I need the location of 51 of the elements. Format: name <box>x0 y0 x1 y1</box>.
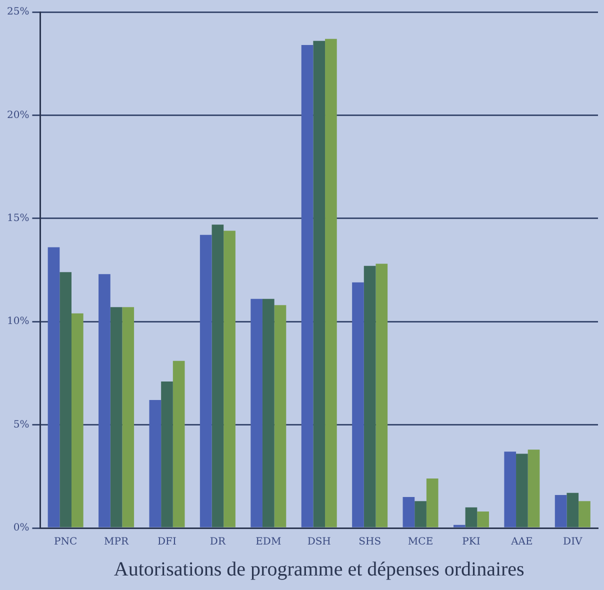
x-tick-label: PNC <box>54 536 78 548</box>
x-tick-label: MCE <box>408 536 434 548</box>
bar <box>224 230 236 528</box>
bar <box>98 274 110 528</box>
bar <box>477 511 489 528</box>
bar <box>453 524 466 528</box>
bar <box>262 298 274 528</box>
bar <box>516 454 528 528</box>
bar <box>528 450 540 528</box>
x-tick-label: DIV <box>563 536 584 548</box>
bar <box>149 400 162 528</box>
bar <box>352 282 364 528</box>
bar <box>48 247 60 528</box>
bar <box>465 507 478 528</box>
y-tick-label: 5% <box>13 419 30 430</box>
bar <box>325 38 337 528</box>
bar <box>200 234 212 528</box>
bar <box>364 266 376 528</box>
bar <box>376 264 388 528</box>
y-tick-label: 15% <box>6 212 30 224</box>
bar <box>426 478 438 528</box>
x-tick-label: DSH <box>307 536 332 548</box>
bar <box>578 501 590 528</box>
bar <box>402 497 415 528</box>
bar <box>60 272 72 528</box>
y-tick-label: 20% <box>6 110 30 121</box>
bar <box>504 452 516 528</box>
x-tick-label: MPR <box>104 536 130 548</box>
y-tick-label: 0% <box>13 522 30 534</box>
x-tick-label: PKI <box>462 536 480 548</box>
bar <box>172 360 185 528</box>
bar <box>566 492 579 528</box>
bar <box>212 224 224 528</box>
bar <box>301 45 314 528</box>
bar <box>161 381 173 528</box>
bar <box>554 494 567 528</box>
x-tick-label: AAE <box>510 536 533 548</box>
bar <box>313 40 326 528</box>
x-tick-label: EDM <box>256 536 282 548</box>
bar <box>110 307 122 528</box>
bar <box>274 305 286 528</box>
x-tick-label: DR <box>210 536 226 548</box>
bar <box>414 501 426 528</box>
bar <box>250 298 262 528</box>
x-axis-title: Autorisations de programme et dépenses ordinaires <box>114 558 525 580</box>
bar <box>71 313 84 528</box>
x-tick-label: DFI <box>158 536 176 548</box>
y-tick-label: 10% <box>6 316 30 328</box>
bar <box>122 307 134 528</box>
y-tick-label: 25% <box>6 6 30 18</box>
x-tick-label: SHS <box>358 536 382 548</box>
